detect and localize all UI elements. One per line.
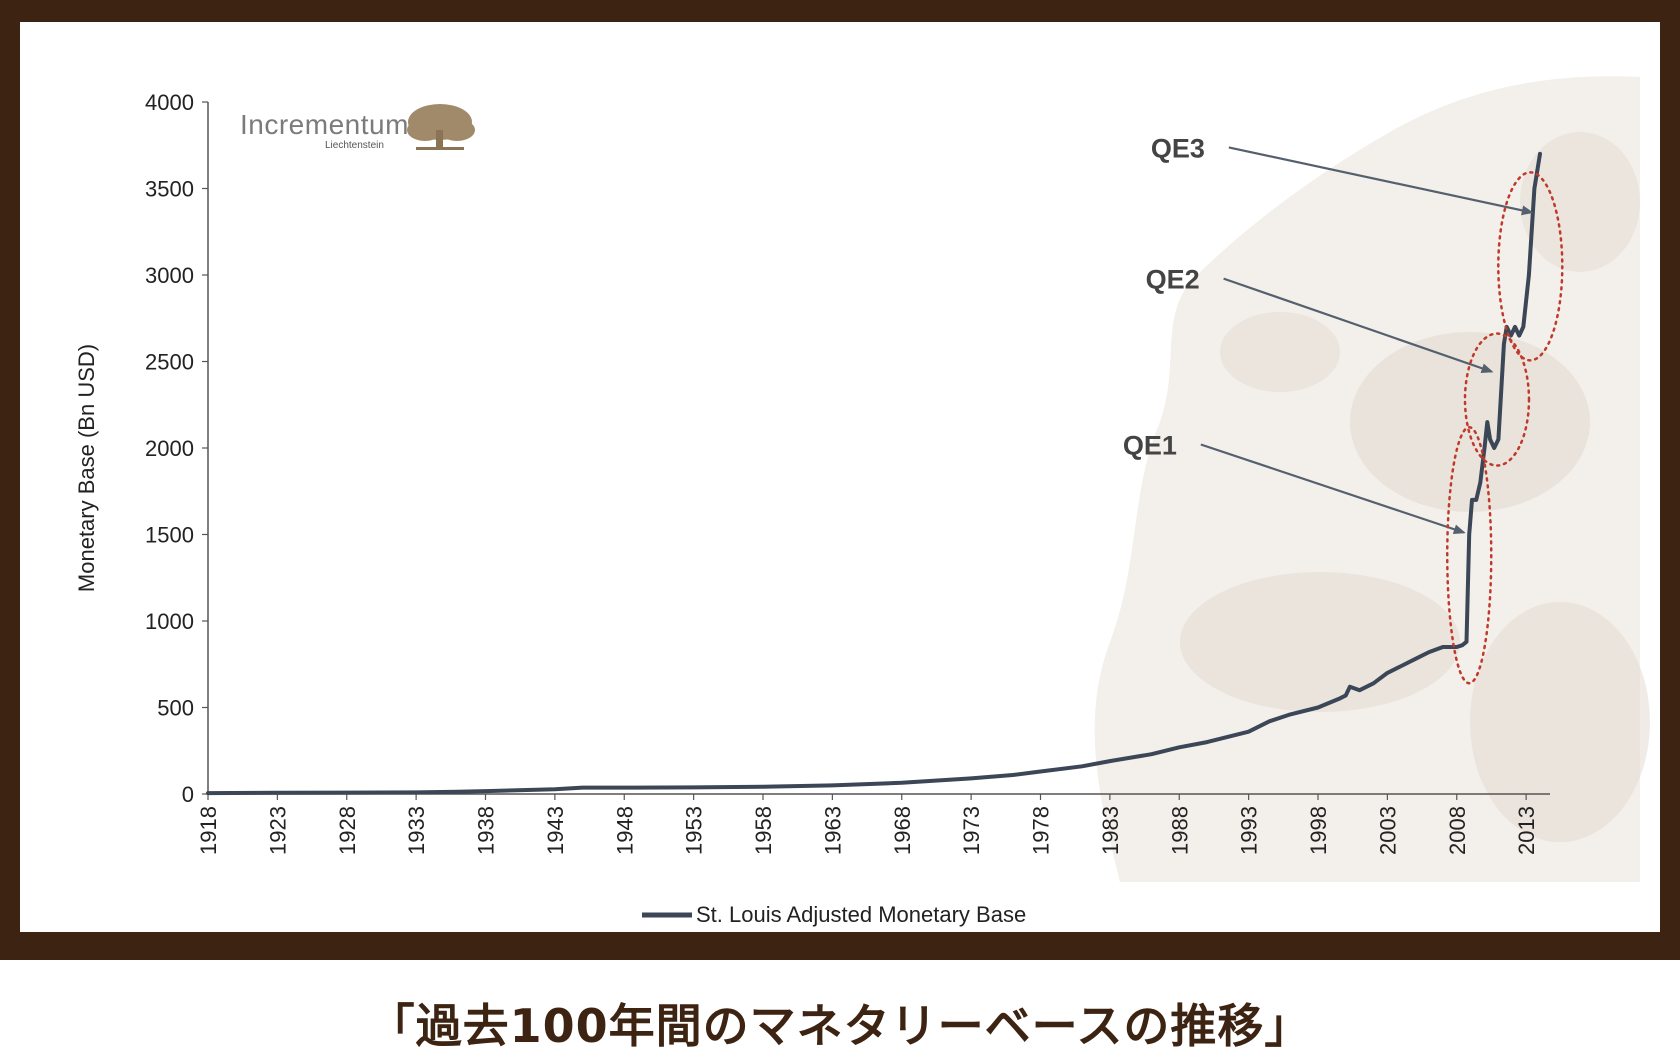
y-tick-labels: 0 500 1000 1500 2000 2500 3000 3500 4000 <box>145 90 208 807</box>
x-tick-label: 1938 <box>474 806 499 855</box>
x-tick-label: 1923 <box>265 806 290 855</box>
incrementum-logo: Incrementum Liechtenstein <box>240 104 475 151</box>
chart-panel: Incrementum Liechtenstein 0 500 1000 1500 20… <box>20 22 1660 932</box>
annotations-layer: QE1 QE2 QE3 <box>1123 133 1564 685</box>
x-tick-label: 1963 <box>820 806 845 855</box>
series-layer <box>206 151 1542 796</box>
x-tick-label: 1928 <box>335 806 360 855</box>
x-tick-labels: 1918 1923 1928 1933 1938 1943 1948 1953 1958 1963… <box>196 794 1539 855</box>
legend: St. Louis Adjusted Monetary Base <box>642 902 1026 927</box>
y-tick-label: 3500 <box>145 177 194 202</box>
line-chart: Incrementum Liechtenstein 0 500 1000 1500 20… <box>74 76 1650 927</box>
x-tick-label: 1988 <box>1167 806 1192 855</box>
x-tick-label: 1968 <box>890 806 915 855</box>
annotation-arrow <box>1200 443 1466 535</box>
legend-label: St. Louis Adjusted Monetary Base <box>696 902 1026 927</box>
x-tick-label: 1918 <box>196 806 221 855</box>
logo-subtitle: Liechtenstein <box>325 140 384 151</box>
annotation-label: QE1 <box>1123 431 1177 461</box>
x-tick-label: 1973 <box>959 806 984 855</box>
x-tick-label: 1958 <box>751 806 776 855</box>
x-tick-label: 1943 <box>543 806 568 855</box>
annotation-arrow <box>1223 277 1494 374</box>
y-tick-label: 3000 <box>145 263 194 288</box>
x-tick-label: 1998 <box>1306 806 1331 855</box>
y-tick-label: 0 <box>182 782 194 807</box>
x-tick-label: 1993 <box>1237 806 1262 855</box>
y-tick-label: 1500 <box>145 523 194 548</box>
tree-icon <box>407 104 475 150</box>
background-texture <box>1094 76 1650 882</box>
y-tick-label: 2000 <box>145 436 194 461</box>
series-line <box>206 151 1542 796</box>
x-tick-label: 1983 <box>1098 806 1123 855</box>
y-tick-label: 2500 <box>145 350 194 375</box>
y-tick-label: 1000 <box>145 609 194 634</box>
chart-frame: Incrementum Liechtenstein 0 500 1000 1500 20… <box>0 0 1680 960</box>
x-tick-label: 1948 <box>612 806 637 855</box>
y-tick-label: 500 <box>157 696 194 721</box>
x-tick-label: 2008 <box>1445 806 1470 855</box>
x-tick-label: 2003 <box>1375 806 1400 855</box>
annotation-arrow <box>1228 146 1534 216</box>
y-tick-label: 4000 <box>145 90 194 115</box>
annotation-label: QE2 <box>1146 265 1200 295</box>
x-tick-label: 2013 <box>1514 806 1539 855</box>
annotation-ellipse <box>1463 332 1531 467</box>
annotation-label: QE3 <box>1151 133 1205 163</box>
x-tick-label: 1978 <box>1029 806 1054 855</box>
annotation-ellipse <box>1497 171 1564 362</box>
y-axis-label: Monetary Base (Bn USD) <box>74 344 99 592</box>
logo-name: Incrementum <box>240 109 409 140</box>
page-caption: 「過去100年間のマネタリーベースの推移」 <box>368 999 1312 1053</box>
x-tick-label: 1953 <box>682 806 707 855</box>
annotation-ellipse <box>1445 426 1493 685</box>
x-tick-label: 1933 <box>404 806 429 855</box>
